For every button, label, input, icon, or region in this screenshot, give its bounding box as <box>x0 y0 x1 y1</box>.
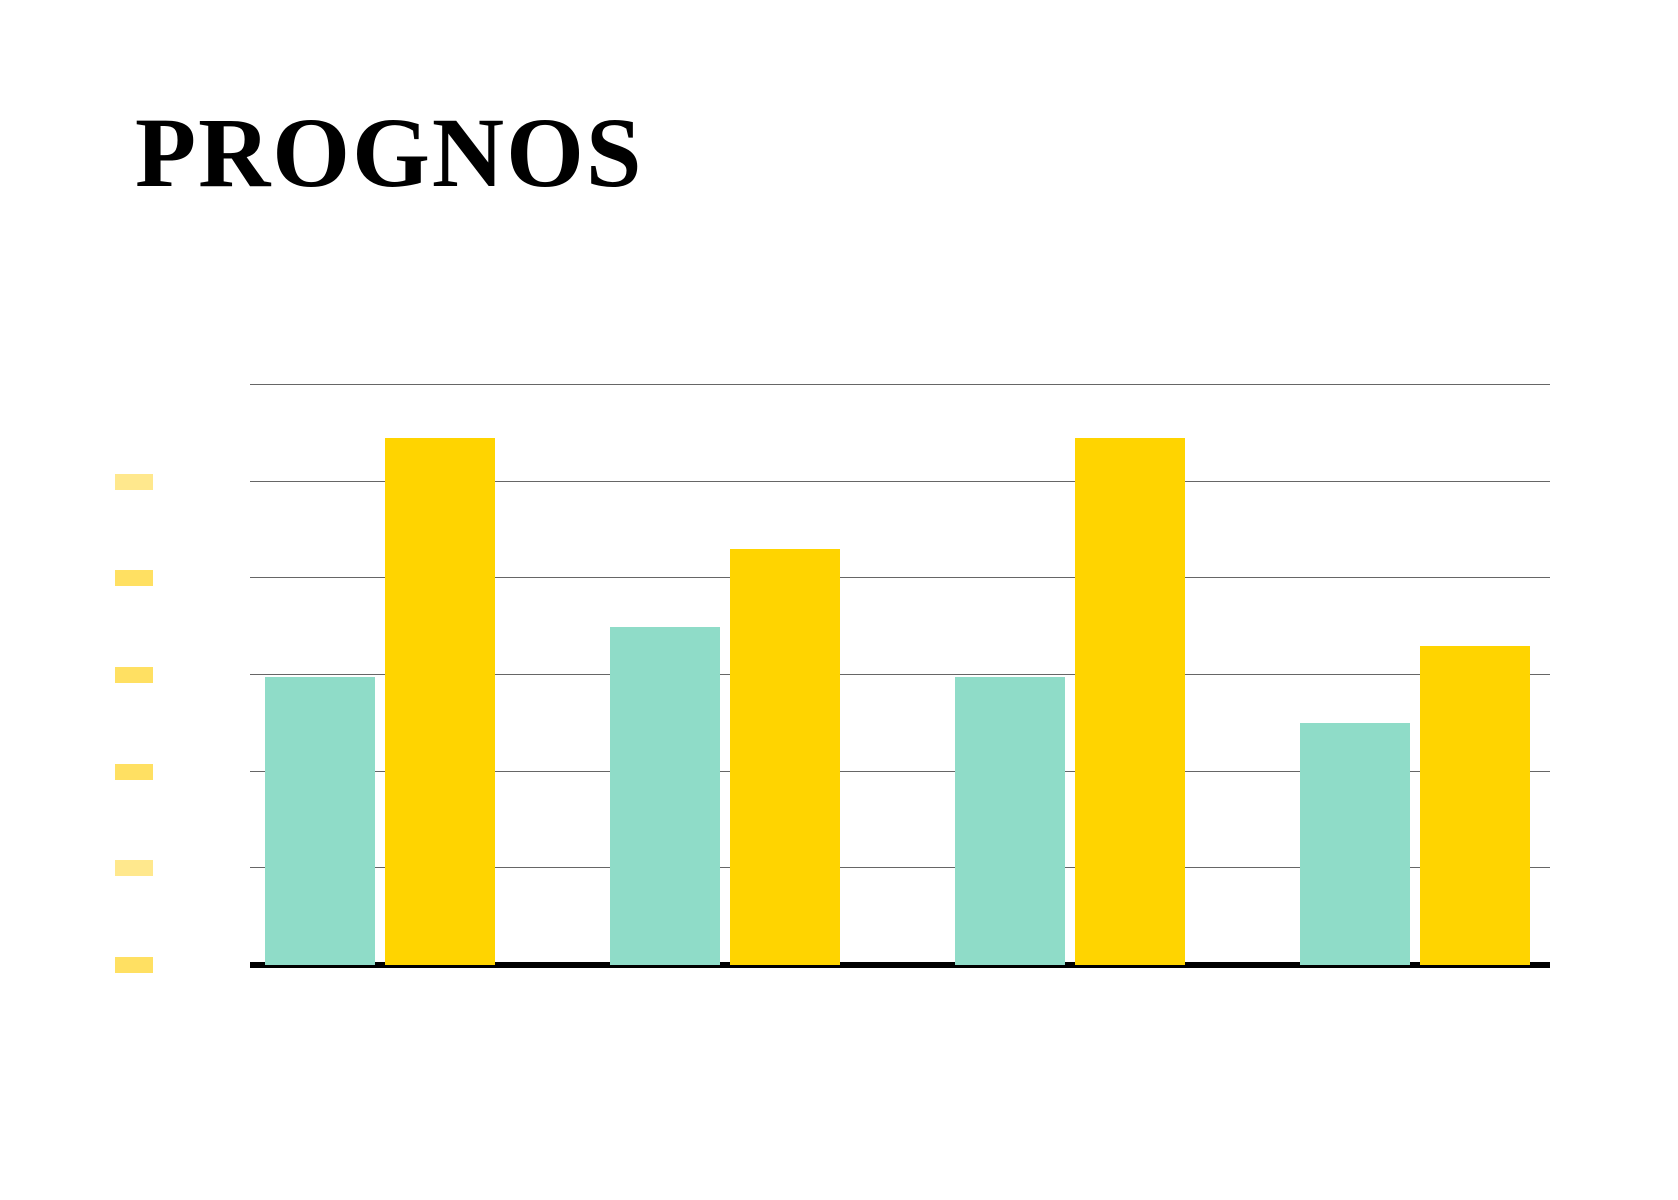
bar-chart <box>250 385 1550 965</box>
bar <box>1075 438 1185 965</box>
bar <box>610 627 720 965</box>
y-tick <box>115 764 153 780</box>
bar <box>265 677 375 965</box>
page-title: PROGNOS <box>135 95 643 210</box>
bar <box>385 438 495 965</box>
y-tick <box>115 474 153 490</box>
bar <box>730 549 840 965</box>
y-tick <box>115 860 153 876</box>
gridline <box>250 384 1550 385</box>
y-tick <box>115 667 153 683</box>
bar <box>955 677 1065 965</box>
y-tick <box>115 957 153 973</box>
bar <box>1300 723 1410 965</box>
page-root: PROGNOS <box>0 0 1678 1200</box>
y-tick <box>115 570 153 586</box>
bar <box>1420 646 1530 965</box>
